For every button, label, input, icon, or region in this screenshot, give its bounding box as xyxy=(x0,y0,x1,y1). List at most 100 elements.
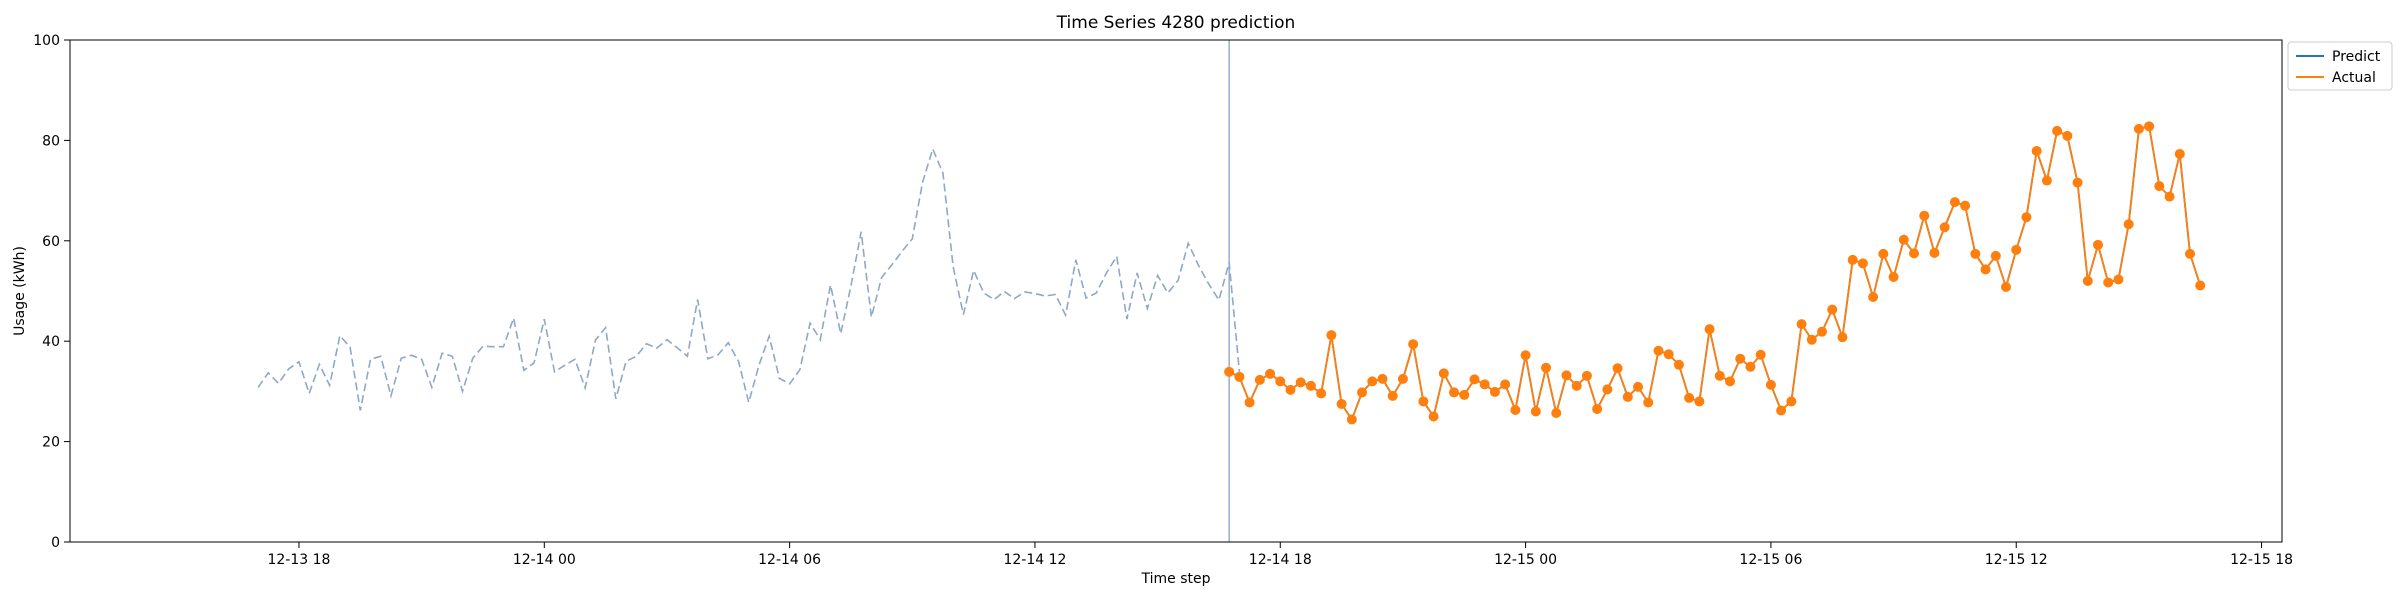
actual-point-16 xyxy=(1387,390,1398,401)
actual-point-4 xyxy=(1265,368,1276,379)
actual-point-64 xyxy=(1878,248,1889,259)
actual-point-65 xyxy=(1888,271,1899,282)
actual-point-93 xyxy=(2174,148,2185,159)
y-tick-label-0: 0 xyxy=(51,535,60,551)
actual-point-25 xyxy=(1479,379,1490,390)
x-tick-label-2: 12-14 06 xyxy=(758,552,821,568)
actual-point-69 xyxy=(1929,247,1940,258)
actual-point-15 xyxy=(1377,373,1388,384)
actual-point-45 xyxy=(1684,392,1695,403)
actual-point-19 xyxy=(1418,396,1429,407)
actual-point-75 xyxy=(1990,250,2001,261)
actual-point-14 xyxy=(1367,376,1378,387)
y-tick-label-40: 40 xyxy=(42,334,60,350)
actual-point-2 xyxy=(1244,397,1255,408)
actual-point-39 xyxy=(1622,391,1633,402)
legend-label-actual: Actual xyxy=(2332,70,2376,86)
actual-point-76 xyxy=(2001,281,2012,292)
actual-point-7 xyxy=(1295,377,1306,388)
axes-layer: 0 20 40 60 80 100 12-13 18 12-14 00 12-14 06 12-1… xyxy=(33,33,2293,568)
actual-point-20 xyxy=(1428,411,1439,422)
actual-point-70 xyxy=(1939,222,1950,233)
actual-point-40 xyxy=(1633,381,1644,392)
actual-point-3 xyxy=(1254,374,1265,385)
actual-point-43 xyxy=(1663,349,1674,360)
actual-point-81 xyxy=(2052,125,2063,136)
actual-point-11 xyxy=(1336,398,1347,409)
actual-point-44 xyxy=(1673,359,1684,370)
actual-point-33 xyxy=(1561,370,1572,381)
actual-point-92 xyxy=(2164,191,2175,202)
actual-point-51 xyxy=(1745,361,1756,372)
actual-point-79 xyxy=(2031,145,2042,156)
actual-point-22 xyxy=(1449,387,1460,398)
actual-point-9 xyxy=(1316,388,1327,399)
chart-title: Time Series 4280 prediction xyxy=(1056,13,1296,33)
actual-point-59 xyxy=(1827,304,1838,315)
actual-point-60 xyxy=(1837,332,1848,343)
plot-frame xyxy=(69,39,2283,543)
actual-point-68 xyxy=(1919,210,1930,221)
actual-point-48 xyxy=(1714,370,1725,381)
actual-point-55 xyxy=(1786,396,1797,407)
actual-point-89 xyxy=(2133,123,2144,134)
actual-point-72 xyxy=(1960,200,1971,211)
legend: Predict Actual xyxy=(2287,41,2393,91)
actual-point-41 xyxy=(1643,397,1654,408)
x-tick-label-6: 12-15 06 xyxy=(1739,552,1802,568)
actual-point-5 xyxy=(1275,376,1286,387)
actual-point-82 xyxy=(2062,130,2073,141)
actual-point-29 xyxy=(1520,350,1531,361)
x-tick-label-8: 12-15 18 xyxy=(2230,552,2293,568)
actual-point-1 xyxy=(1234,371,1245,382)
actual-point-31 xyxy=(1541,362,1552,373)
actual-point-38 xyxy=(1612,363,1623,374)
actual-point-90 xyxy=(2144,121,2155,132)
actual-point-53 xyxy=(1765,379,1776,390)
actual-point-63 xyxy=(1868,292,1879,303)
x-tick-label-7: 12-15 12 xyxy=(1985,552,2048,568)
actual-point-47 xyxy=(1704,324,1715,335)
actual-point-32 xyxy=(1551,407,1562,418)
actual-point-84 xyxy=(2082,275,2093,286)
actual-point-88 xyxy=(2123,219,2134,230)
actual-point-21 xyxy=(1438,368,1449,379)
actual-point-83 xyxy=(2072,177,2083,188)
actual-point-86 xyxy=(2103,277,2114,288)
y-axis-label: Usage (kWh) xyxy=(12,246,28,336)
actual-point-26 xyxy=(1489,386,1500,397)
actual-point-78 xyxy=(2021,212,2032,223)
actual-point-50 xyxy=(1735,353,1746,364)
actual-point-95 xyxy=(2195,280,2206,291)
y-tick-label-60: 60 xyxy=(42,234,60,250)
actual-point-36 xyxy=(1592,403,1603,414)
actual-point-94 xyxy=(2185,248,2196,259)
x-tick-label-5: 12-15 00 xyxy=(1494,552,1557,568)
actual-point-74 xyxy=(1980,264,1991,275)
actual-point-35 xyxy=(1581,370,1592,381)
history-line xyxy=(257,146,1241,411)
actual-point-34 xyxy=(1571,380,1582,391)
actual-point-73 xyxy=(1970,248,1981,259)
actual-point-56 xyxy=(1796,319,1807,330)
y-tick-label-80: 80 xyxy=(42,133,60,149)
actual-point-46 xyxy=(1694,396,1705,407)
actual-point-91 xyxy=(2154,181,2165,192)
plot-layer xyxy=(257,40,2206,542)
actual-point-52 xyxy=(1755,349,1766,360)
actual-point-62 xyxy=(1857,258,1868,269)
x-tick-label-4: 12-14 18 xyxy=(1249,552,1312,568)
actual-point-71 xyxy=(1949,197,1960,208)
actual-point-23 xyxy=(1459,389,1470,400)
y-tick-label-100: 100 xyxy=(33,33,60,49)
actual-point-17 xyxy=(1397,373,1408,384)
actual-point-54 xyxy=(1776,405,1787,416)
actual-point-61 xyxy=(1847,254,1858,265)
x-tick-label-1: 12-14 00 xyxy=(513,552,576,568)
actual-point-67 xyxy=(1909,248,1920,259)
x-tick-label-3: 12-14 12 xyxy=(1003,552,1066,568)
x-axis-label: Time step xyxy=(1141,571,1211,587)
actual-point-58 xyxy=(1817,326,1828,337)
